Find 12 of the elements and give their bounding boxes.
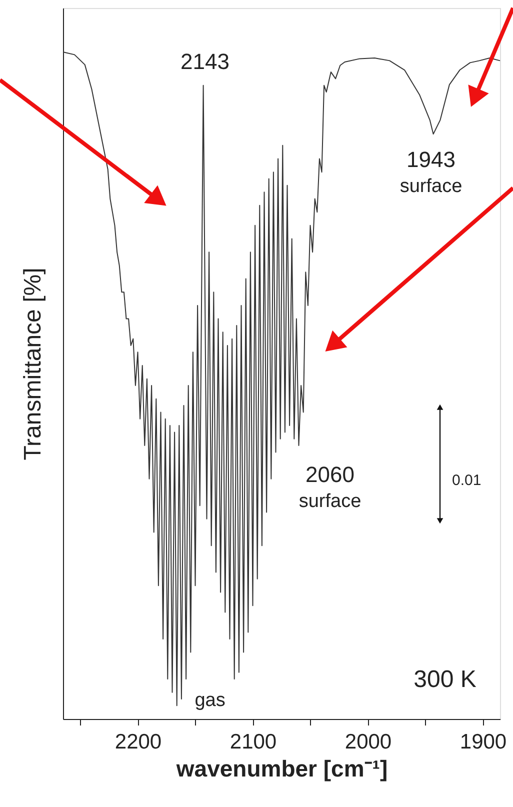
x-tick-label: 2000 [344,730,392,754]
annotation: 1943 surface [400,147,462,197]
x-tick-label: 2100 [230,730,277,754]
annotation: 2143 [180,49,230,74]
annotation: 300 K [414,666,476,693]
annotation: 0.01 [452,472,482,489]
x-tick-label: 2200 [114,730,162,754]
annotation: 2060 surface [298,462,362,512]
x-tick-label: 1900 [460,730,507,754]
y-axis-title: Transmittance [%] [20,268,46,460]
x-axis-title: wavenumber [cm⁻¹] [175,756,388,782]
annotation: gas [194,690,226,711]
